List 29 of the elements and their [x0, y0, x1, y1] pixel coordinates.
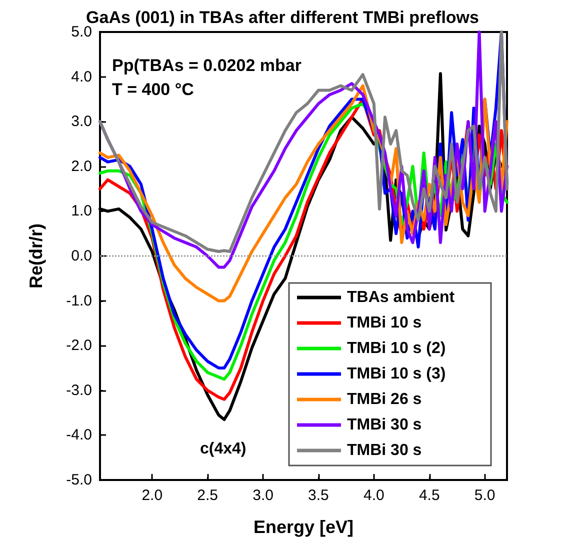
legend-label: TBAs ambient — [347, 289, 456, 306]
x-tick-label: 3.0 — [252, 487, 274, 504]
x-tick-label: 2.0 — [142, 487, 163, 504]
x-tick-label: 2.5 — [197, 487, 218, 504]
annotation: T = 400 °C — [112, 80, 194, 99]
legend-label: TMBi 30 s — [347, 416, 422, 434]
legend-label: TMBi 26 s — [347, 391, 422, 408]
legend-label: TMBi 10 s (2) — [347, 340, 446, 357]
x-tick-label: 3.5 — [308, 487, 329, 504]
y-tick-label: 3.0 — [71, 113, 92, 130]
y-tick-label: -1.0 — [66, 292, 92, 310]
y-tick-label: -5.0 — [66, 472, 92, 488]
y-tick-label: 1.0 — [71, 202, 92, 220]
legend-label: TMBi 10 s (3) — [347, 366, 446, 382]
y-tick-label: -4.0 — [66, 426, 92, 444]
annotation: Pp(TBAs = 0.0202 mbar — [112, 56, 302, 75]
y-tick-label: -3.0 — [66, 382, 92, 399]
annotation: c(4x4) — [200, 440, 246, 458]
legend-label: TMBi 10 s — [347, 314, 422, 332]
y-axis-title: Re(dr/r) — [26, 223, 46, 289]
y-tick-label: 2.0 — [71, 158, 92, 175]
x-tick-label: 5.0 — [474, 487, 496, 504]
y-tick-label: 0.0 — [71, 248, 92, 264]
x-tick-label: 4.5 — [418, 487, 440, 504]
legend-label: TMBi 30 s — [347, 442, 422, 459]
y-tick-label: 4.0 — [71, 68, 92, 86]
x-axis-title: Energy [eV] — [253, 517, 354, 537]
y-tick-label: -2.0 — [66, 337, 92, 354]
x-tick-label: 4.0 — [363, 487, 384, 504]
